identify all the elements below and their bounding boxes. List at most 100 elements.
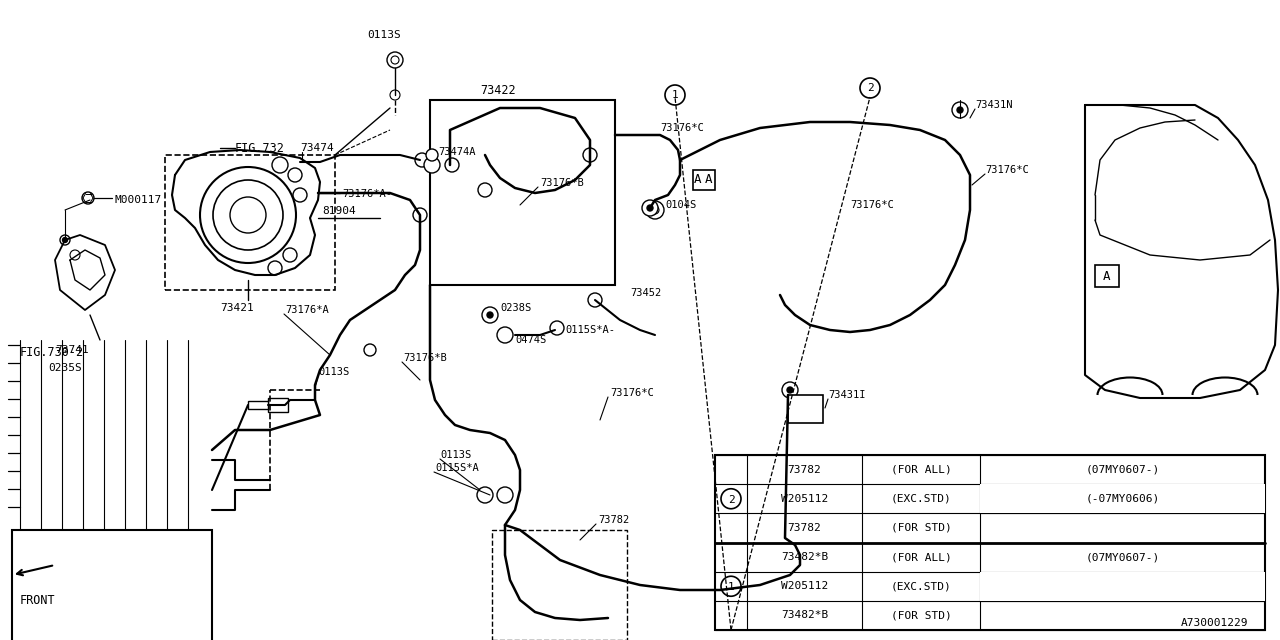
Text: (-07MY0606): (-07MY0606) (1085, 493, 1160, 504)
Text: M000117: M000117 (114, 195, 161, 205)
Circle shape (952, 102, 968, 118)
Bar (980, 484, 1265, 513)
Bar (692, 170, 716, 190)
Circle shape (497, 327, 513, 343)
Text: (FOR STD): (FOR STD) (891, 523, 951, 533)
Text: 73482*B: 73482*B (781, 552, 828, 562)
Circle shape (82, 192, 93, 204)
Text: 73782: 73782 (787, 465, 822, 475)
Circle shape (445, 158, 460, 172)
Text: 0474S: 0474S (515, 335, 547, 345)
Text: 73741: 73741 (55, 345, 88, 355)
Text: (FOR STD): (FOR STD) (891, 611, 951, 620)
Text: 73176*A-: 73176*A- (342, 189, 392, 199)
Text: 1: 1 (727, 582, 735, 592)
Text: 73176*A: 73176*A (285, 305, 329, 315)
Text: 73452: 73452 (630, 288, 662, 298)
Circle shape (364, 344, 376, 356)
Circle shape (413, 208, 428, 222)
Text: 73176*C: 73176*C (611, 388, 654, 398)
Circle shape (643, 200, 658, 216)
Text: 73421: 73421 (220, 303, 253, 313)
Text: 0115S*A-: 0115S*A- (564, 325, 614, 335)
Text: 73431I: 73431I (828, 390, 865, 400)
Text: (07MY0607-): (07MY0607-) (1085, 552, 1160, 562)
Text: 73482*B: 73482*B (781, 611, 828, 620)
Text: 0104S: 0104S (666, 200, 696, 210)
Text: 0113S: 0113S (440, 450, 471, 460)
Bar (716, 455, 1265, 630)
Circle shape (860, 78, 881, 98)
Text: (EXC.STD): (EXC.STD) (891, 581, 951, 591)
Circle shape (477, 487, 493, 503)
Circle shape (426, 149, 438, 161)
Text: 73782: 73782 (787, 523, 822, 533)
Text: A: A (1103, 269, 1111, 282)
Circle shape (652, 206, 659, 214)
Text: 0113S: 0113S (367, 30, 401, 40)
Text: 0235S: 0235S (49, 363, 82, 373)
Text: 1: 1 (672, 90, 678, 100)
Text: FIG.732: FIG.732 (236, 141, 285, 154)
Text: 0113S: 0113S (317, 367, 349, 377)
Text: 73474: 73474 (300, 143, 334, 153)
Text: A: A (694, 173, 701, 186)
Text: FIG.730-2: FIG.730-2 (20, 346, 84, 358)
Circle shape (497, 487, 513, 503)
Circle shape (273, 157, 288, 173)
Text: 73176*C: 73176*C (986, 165, 1029, 175)
Circle shape (415, 153, 429, 167)
Bar (788, 395, 823, 423)
Circle shape (582, 148, 596, 162)
Circle shape (782, 382, 797, 398)
Circle shape (957, 107, 963, 113)
Circle shape (212, 180, 283, 250)
Circle shape (200, 167, 296, 263)
Circle shape (486, 312, 493, 318)
Bar (268, 398, 288, 412)
Text: W205112: W205112 (781, 493, 828, 504)
Bar (12, 530, 212, 640)
Text: 73176*C: 73176*C (660, 123, 704, 133)
Circle shape (70, 250, 81, 260)
Text: 73176*B: 73176*B (403, 353, 447, 363)
Bar (165, 155, 335, 290)
Text: A: A (705, 173, 713, 186)
Text: 73176*B: 73176*B (540, 178, 584, 188)
Bar (248, 401, 268, 409)
Circle shape (550, 321, 564, 335)
Bar (1094, 265, 1119, 287)
Circle shape (390, 56, 399, 64)
Circle shape (424, 157, 440, 173)
Text: A730001229: A730001229 (1181, 618, 1249, 628)
Circle shape (283, 248, 297, 262)
Text: W205112: W205112 (781, 581, 828, 591)
Circle shape (293, 188, 307, 202)
Circle shape (646, 205, 653, 211)
Circle shape (721, 576, 741, 596)
Circle shape (483, 307, 498, 323)
Text: (-07MY0606): (-07MY0606) (1085, 581, 1160, 591)
Bar (430, 100, 614, 285)
Text: 73422: 73422 (480, 83, 516, 97)
Bar (980, 572, 1265, 601)
Text: 73474A: 73474A (438, 147, 475, 157)
Text: (FOR ALL): (FOR ALL) (891, 465, 951, 475)
Circle shape (477, 183, 492, 197)
Circle shape (60, 235, 70, 245)
Circle shape (230, 197, 266, 233)
Circle shape (646, 201, 664, 219)
Text: 0238S: 0238S (500, 303, 531, 313)
Circle shape (390, 90, 401, 100)
Text: 0115S*A: 0115S*A (435, 463, 479, 473)
Text: 73431N: 73431N (975, 100, 1012, 110)
Text: (07MY0607-): (07MY0607-) (1085, 465, 1160, 475)
Circle shape (721, 489, 741, 509)
Circle shape (63, 237, 68, 243)
Text: 81904: 81904 (323, 206, 356, 216)
Circle shape (268, 261, 282, 275)
Text: FRONT: FRONT (20, 593, 55, 607)
Circle shape (666, 85, 685, 105)
Text: 73176*C: 73176*C (850, 200, 893, 210)
Text: 2: 2 (867, 83, 873, 93)
